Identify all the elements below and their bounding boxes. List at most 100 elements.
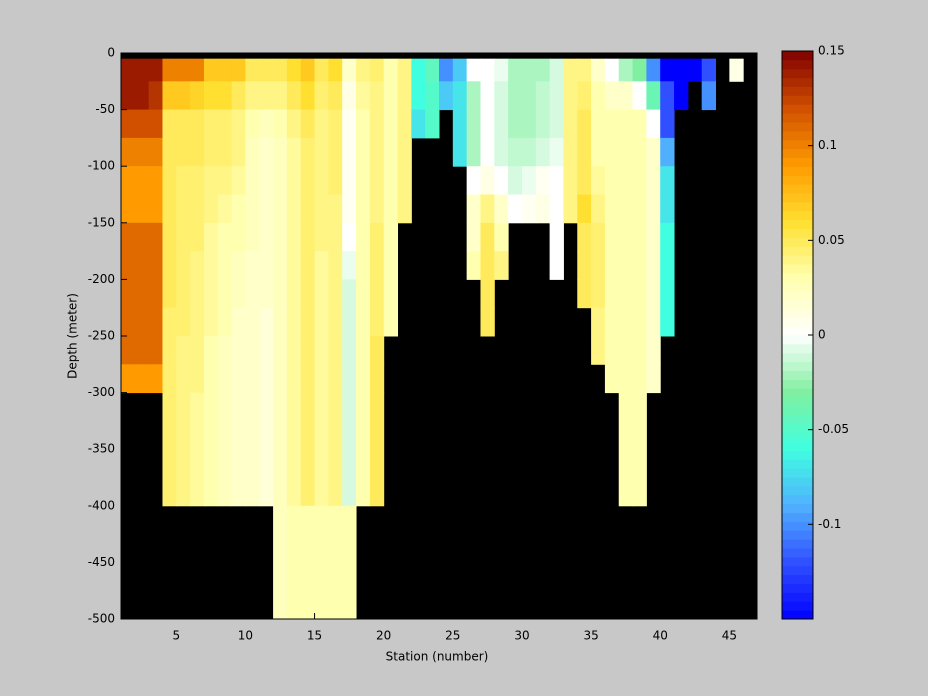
heatmap-cell <box>397 137 412 167</box>
heatmap-cell <box>231 109 246 139</box>
colorbar-swatch <box>782 148 813 158</box>
heatmap-cell <box>591 109 606 139</box>
heatmap-cell <box>245 279 260 309</box>
heatmap-cell <box>660 194 675 224</box>
heatmap-cell <box>300 137 316 167</box>
heatmap-cell <box>632 336 647 365</box>
x-tick-label: 10 <box>238 629 253 643</box>
heatmap-cell <box>356 109 371 139</box>
heatmap-cell <box>328 166 343 195</box>
heatmap-cell <box>369 307 385 337</box>
heatmap-cell <box>356 251 371 280</box>
heatmap-cell <box>259 364 274 394</box>
heatmap-cell <box>162 81 177 111</box>
colorbar-swatch <box>782 255 813 265</box>
heatmap-cell <box>273 392 288 507</box>
y-tick-label: -450 <box>88 555 115 569</box>
heatmap-cell <box>203 222 219 252</box>
heatmap-cell <box>314 58 329 82</box>
heatmap-cell <box>273 58 288 82</box>
heatmap-cell <box>397 81 412 111</box>
heatmap-cell <box>604 81 620 111</box>
heatmap-cell <box>535 137 551 167</box>
heatmap-cell <box>342 58 357 82</box>
heatmap-cell <box>314 505 329 620</box>
heatmap-cell <box>273 364 288 394</box>
heatmap-cell <box>466 109 481 139</box>
heatmap-cell <box>286 58 302 82</box>
heatmap-cell <box>342 81 357 111</box>
heatmap-cell <box>494 109 509 139</box>
heatmap-cell <box>508 137 523 167</box>
x-tick-label: 15 <box>307 629 322 643</box>
heatmap-cell <box>328 222 343 252</box>
heatmap-cell <box>549 109 564 139</box>
heatmap-cell <box>397 109 412 139</box>
heatmap-cell <box>466 137 481 167</box>
colorbar-swatch <box>782 59 813 70</box>
heatmap-cell <box>273 307 288 337</box>
colorbar-swatch <box>782 264 813 274</box>
heatmap-cell <box>604 251 620 280</box>
heatmap-cell <box>121 109 136 139</box>
heatmap-cell <box>121 166 136 195</box>
heatmap-cell <box>383 166 399 195</box>
heatmap-cell <box>521 81 537 111</box>
heatmap-cell <box>563 194 578 224</box>
heatmap-cell <box>231 336 246 365</box>
heatmap-cell <box>328 364 343 394</box>
heatmap-cell <box>646 251 661 280</box>
heatmap-cell <box>577 251 592 280</box>
heatmap-cell <box>508 166 523 195</box>
heatmap-cell <box>397 194 412 224</box>
heatmap-cell <box>342 166 357 195</box>
heatmap-cell <box>369 194 385 224</box>
heatmap-cell <box>480 194 495 224</box>
heatmap-cell <box>245 364 260 394</box>
heatmap-cell <box>701 58 717 82</box>
heatmap-cell <box>342 505 357 620</box>
heatmap-cell <box>508 109 523 139</box>
heatmap-cell <box>328 505 343 620</box>
heatmap-cell <box>508 81 523 111</box>
heatmap-cell <box>162 137 177 167</box>
heatmap-cell <box>245 137 260 167</box>
colorbar-swatch <box>782 299 813 309</box>
heatmap-cell <box>452 109 468 139</box>
heatmap-cell <box>121 336 136 365</box>
heatmap-cell <box>273 222 288 252</box>
colorbar-swatch <box>782 219 813 229</box>
heatmap-cell <box>190 194 205 224</box>
heatmap-cell <box>604 222 620 252</box>
colorbar-swatch <box>782 139 813 150</box>
y-tick-label: -400 <box>88 498 115 512</box>
heatmap-cell <box>314 336 329 365</box>
heatmap-cell <box>591 166 606 195</box>
colorbar-swatch <box>782 272 813 283</box>
heatmap-cell <box>273 81 288 111</box>
heatmap-cell <box>286 392 302 507</box>
colorbar-swatch <box>782 512 813 522</box>
heatmap-cell <box>134 251 150 280</box>
heatmap-cell <box>148 166 163 195</box>
heatmap-cell <box>342 194 357 224</box>
heatmap-cell <box>217 58 233 82</box>
heatmap-cell <box>383 279 399 309</box>
colorbar-swatch <box>782 77 813 87</box>
x-tick-label: 5 <box>172 629 180 643</box>
colorbar-swatch <box>782 113 813 123</box>
heatmap-cell <box>259 307 274 337</box>
heatmap-cell <box>134 194 150 224</box>
heatmap-cell <box>549 166 564 195</box>
heatmap-cell <box>549 222 564 252</box>
heatmap-cell <box>591 81 606 111</box>
heatmap-cell <box>577 279 592 309</box>
heatmap-cell <box>245 166 260 195</box>
heatmap-cell <box>577 109 592 139</box>
heatmap-cell <box>121 81 136 111</box>
colorbar-tick-label: 0 <box>818 328 826 342</box>
heatmap-cell <box>342 251 357 280</box>
colorbar-tick-label: -0.05 <box>818 422 849 436</box>
heatmap-cell <box>618 307 634 337</box>
heatmap-cell <box>342 392 357 507</box>
